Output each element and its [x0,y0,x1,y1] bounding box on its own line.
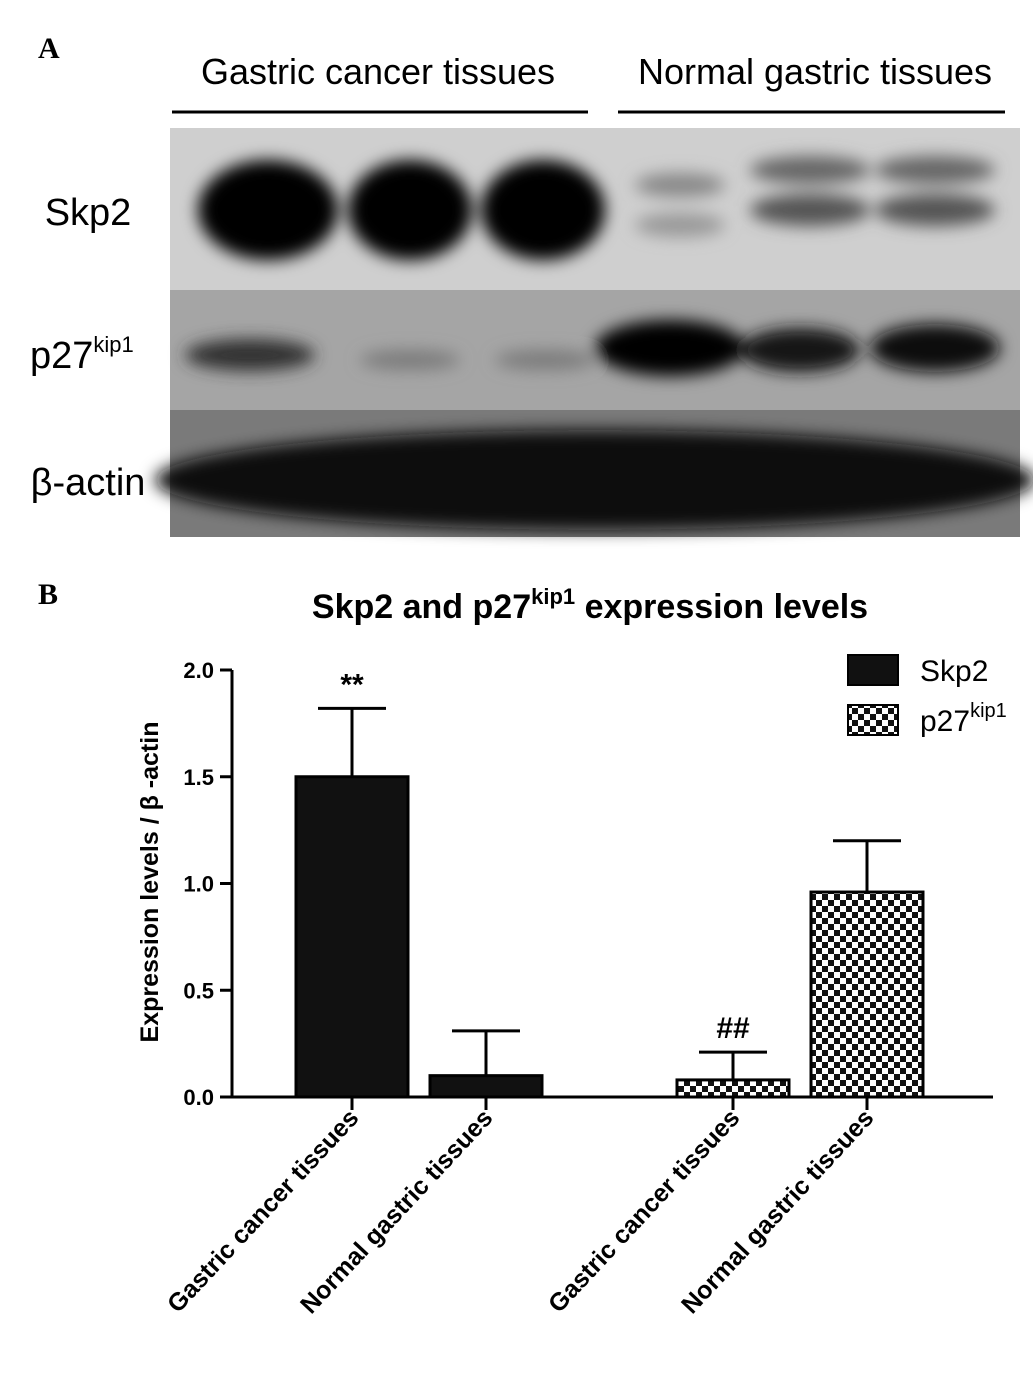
legend-swatch [847,704,899,736]
bar [809,890,925,1099]
y-tick-label: 0.5 [183,978,214,1003]
chart-title: Skp2 and p27kip1 expression levels [312,584,868,626]
y-tick-label: 1.5 [183,765,214,790]
legend-label: Skp2 [920,655,988,688]
title-part: expression levels [575,588,868,626]
y-tick-label: 0.0 [183,1085,214,1110]
group-label: Normal gastric tissues [638,51,992,92]
row-label: p27kip1 [30,332,134,377]
blot-image [155,128,1033,537]
value-annotation: ## [716,1012,750,1045]
legend-name: p27 [920,705,970,738]
value-annotation: ** [340,668,364,701]
group-label: Gastric cancer tissues [201,51,555,92]
y-tick-label: 2.0 [183,658,214,683]
error-bar [833,839,901,893]
bar [294,775,410,1099]
row-label-sup: kip1 [93,332,133,357]
error-bar [452,1029,520,1076]
row-label-base: p27 [30,335,93,377]
y-axis-label: Expression levels / β -actin [136,722,164,1043]
bar [428,1074,544,1099]
title-sup: kip1 [531,584,575,609]
title-part: Skp2 and p27 [312,588,531,626]
panel-label: A [38,32,60,65]
panel-label: B [38,578,58,611]
y-tick-label: 1.0 [183,872,214,897]
bar [675,1078,791,1099]
legend-sup: kip1 [970,700,1007,722]
row-label: Skp2 [45,192,132,234]
error-bar [699,1050,767,1080]
legend-label: p27kip1 [920,700,1007,738]
row-label: β-actin [31,462,146,504]
legend-name: Skp2 [920,655,988,688]
error-bar [318,706,386,777]
legend-swatch [847,654,899,686]
